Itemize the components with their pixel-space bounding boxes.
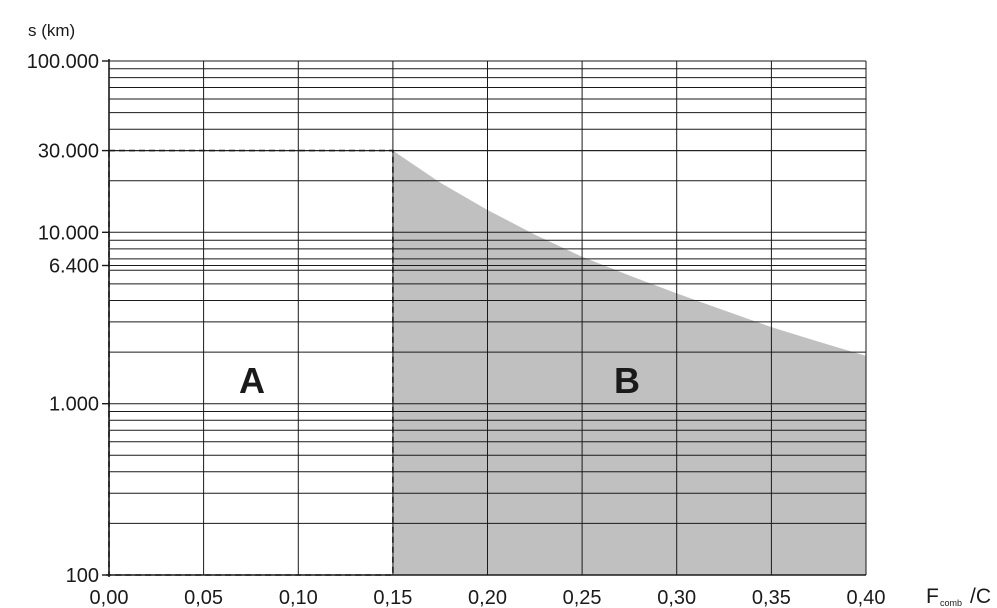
y-axis-title: s (km) (28, 21, 75, 40)
region-a-boundary (108, 149, 394, 576)
y-tick-label: 100.000 (27, 51, 99, 73)
region-b-label: B (614, 360, 640, 401)
region-b-fill-layer (392, 150, 866, 575)
grid-layer (106, 59, 867, 577)
x-tick-label: 0,20 (468, 587, 507, 608)
x-tick-label: 0,35 (752, 587, 791, 608)
x-tick-label: 0,10 (279, 587, 318, 608)
y-tick-label: 30.000 (38, 141, 99, 163)
x-tick-label: 0,25 (563, 587, 602, 608)
y-tick-label: 6.400 (49, 256, 99, 278)
x-tick-label: 0,05 (184, 587, 223, 608)
x-axis-title-tail: /C (970, 585, 991, 608)
y-tick-label: 1.000 (49, 394, 99, 416)
region-a-label: A (239, 360, 265, 401)
tick-label-layer: 100 1.000 6.400 10.000 30.000 100.000 0,00 0,05… (27, 51, 886, 608)
x-tick-label: 0,40 (847, 587, 886, 608)
x-axis-title: F comb /C (926, 585, 991, 608)
region-b-area (392, 150, 866, 575)
x-axis-title-subscript: comb (940, 598, 962, 608)
region-a-layer (108, 149, 394, 576)
x-axis-title-main: F (926, 585, 939, 608)
x-tick-label: 0,30 (657, 587, 696, 608)
y-tick-label: 100 (66, 565, 99, 587)
y-tick-label: 10.000 (38, 222, 99, 244)
x-tick-label: 0,00 (90, 587, 129, 608)
x-tick-label: 0,15 (373, 587, 412, 608)
